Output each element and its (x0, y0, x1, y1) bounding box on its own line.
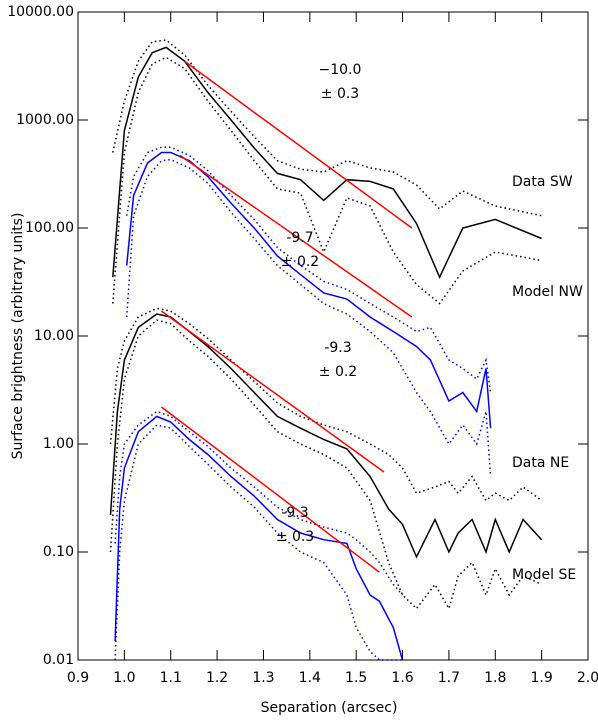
data-line (114, 415, 404, 661)
y-axis-label: Surface brightness (arbitrary units) (10, 213, 26, 460)
y-tick-label: 0.01 (43, 652, 74, 668)
x-tick-label: 1.4 (299, 670, 321, 686)
y-tick-label: 1.00 (43, 436, 74, 452)
bound-line (112, 56, 542, 305)
data-line (112, 46, 542, 280)
data-line (125, 151, 492, 429)
fit-line (179, 154, 413, 318)
y-tick-label: 10.00 (34, 328, 74, 344)
plot-frame (77, 11, 589, 661)
bound-line (114, 410, 404, 596)
x-tick-label: 1.8 (484, 670, 506, 686)
series-label: Data SW (512, 174, 573, 190)
fit-line (161, 310, 385, 473)
x-tick-label: 1.2 (206, 670, 228, 686)
x-tick-label: 1.1 (160, 670, 182, 686)
bound-line (109, 319, 542, 611)
y-tick-label: 10000.00 (7, 4, 74, 20)
bound-line (125, 158, 492, 477)
y-tick-label: 1000.00 (16, 112, 74, 128)
data-line (109, 313, 543, 559)
series-label: Model SE (512, 567, 576, 583)
fit-label: -9.7 (286, 230, 313, 246)
fit-label: ± 0.2 (281, 254, 319, 270)
fit-label: -9.3 (324, 340, 351, 356)
x-tick-label: 1.0 (113, 670, 135, 686)
bound-line (114, 424, 403, 661)
fit-label: ± 0.3 (276, 529, 314, 545)
fit-line (184, 60, 413, 229)
fit-label: ± 0.3 (321, 86, 359, 102)
y-tick-label: 100.00 (25, 220, 74, 236)
bound-line (109, 307, 543, 502)
x-tick-label: 1.6 (391, 670, 413, 686)
x-tick-label: 1.5 (345, 670, 367, 686)
x-tick-label: 1.7 (438, 670, 460, 686)
fit-label: ± 0.2 (319, 364, 357, 380)
fit-line (161, 406, 380, 573)
series-label: Data NE (512, 455, 569, 471)
x-tick-label: 1.9 (531, 670, 553, 686)
fit-label: −10.0 (319, 62, 362, 78)
y-tick-label: 0.10 (43, 544, 74, 560)
series-label: Model NW (512, 284, 583, 300)
x-tick-label: 2.0 (577, 670, 598, 686)
bound-line (112, 39, 542, 217)
x-tick-label: 0.9 (67, 670, 89, 686)
x-axis-label: Separation (arcsec) (261, 700, 398, 716)
x-tick-label: 1.3 (252, 670, 274, 686)
fit-label: -9.3 (281, 505, 308, 521)
